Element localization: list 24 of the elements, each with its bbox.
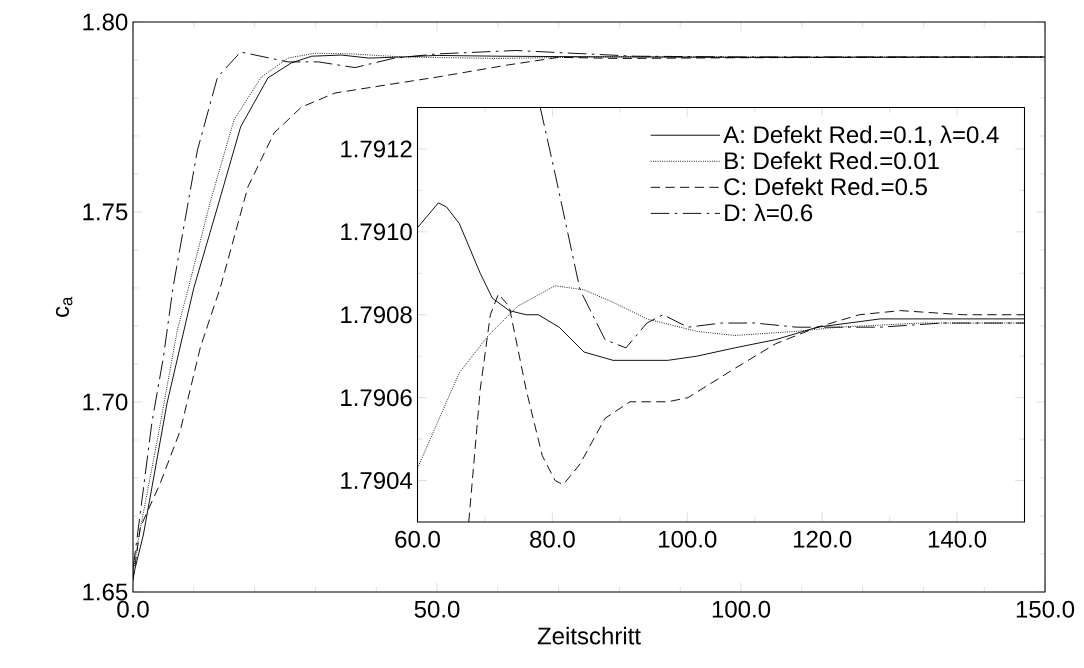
y-tick-label: 1.7912 — [341, 140, 412, 158]
x-tick-label: 100.0 — [659, 530, 717, 548]
y-tick-label: 1.7906 — [341, 389, 412, 407]
y-tick-label: 1.7908 — [341, 306, 412, 324]
x-tick-label: 150.0 — [1016, 600, 1075, 618]
y-tick-label: 1.80 — [83, 13, 128, 31]
legend-label: C: Defekt Red.=0.5 — [724, 177, 927, 196]
x-tick-label: 120.0 — [793, 530, 852, 548]
y-tick-label: 1.65 — [83, 583, 128, 601]
y-tick-label: 1.7904 — [341, 472, 413, 490]
y-tick-label: 1.7910 — [341, 223, 412, 241]
y-tick-label: 1.70 — [83, 393, 128, 411]
x-tick-label: 100.0 — [712, 600, 771, 618]
legend-label: D: λ=0.6 — [725, 203, 813, 222]
x-axis-title: Zeitschritt — [537, 626, 641, 645]
x-tick-label: 140.0 — [928, 530, 987, 548]
legend-label: A: Defekt Red.=0.1, λ=0.4 — [723, 125, 999, 146]
legend-label: B: Defekt Red.=0.01 — [725, 151, 939, 170]
x-tick-label: 50.0 — [414, 600, 460, 618]
x-tick-label: 0.0 — [117, 600, 149, 618]
y-tick-label: 1.75 — [83, 203, 128, 221]
x-tick-label: 80.0 — [530, 530, 575, 548]
x-tick-label: 60.0 — [395, 530, 440, 548]
y-axis-title: c$_{a}$ — [55, 296, 73, 317]
